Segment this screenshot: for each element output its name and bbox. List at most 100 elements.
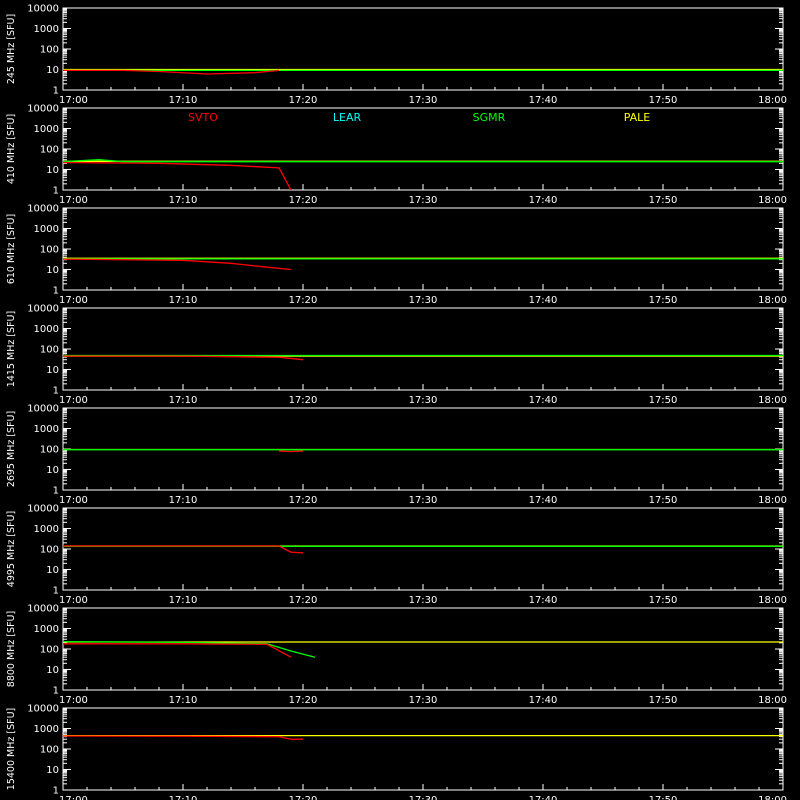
y-tick-label: 1 xyxy=(53,686,59,697)
x-tick-label: 17:00 xyxy=(59,795,88,800)
x-tick-label: 18:00 xyxy=(758,395,787,406)
x-tick-label: 17:50 xyxy=(649,495,678,506)
series-SVTO xyxy=(62,735,303,740)
x-tick-label: 17:00 xyxy=(59,295,88,306)
x-tick-label: 17:30 xyxy=(409,95,438,106)
series-SVTO xyxy=(63,545,304,554)
x-tick-label: 17:40 xyxy=(529,295,558,306)
y-axis-label: 15400 MHz [SFU] xyxy=(6,708,17,790)
x-tick-label: 17:00 xyxy=(59,195,88,206)
y-axis-label: 8800 MHz [SFU] xyxy=(6,611,17,687)
x-tick-label: 17:10 xyxy=(169,95,198,106)
legend-SVTO: SVTO xyxy=(188,111,218,124)
y-tick-label: 1000 xyxy=(34,624,59,635)
y-tick-label: 10 xyxy=(46,165,59,176)
y-tick-label: 10 xyxy=(46,665,59,676)
y-tick-label: 10000 xyxy=(27,704,59,715)
x-tick-label: 17:40 xyxy=(529,595,558,606)
y-tick-label: 10 xyxy=(46,65,59,76)
x-tick-label: 17:30 xyxy=(409,295,438,306)
x-tick-label: 17:50 xyxy=(649,695,678,706)
panel-frame xyxy=(62,707,784,791)
series-SVTO xyxy=(63,643,292,658)
panel-610: 1 10 100 1000 10000 17:00 17:10 17:20 17:30 17:40… xyxy=(6,204,787,307)
y-tick-label: 1 xyxy=(53,286,59,297)
y-tick-label: 10000 xyxy=(27,304,59,315)
x-tick-label: 18:00 xyxy=(758,595,787,606)
x-tick-label: 17:20 xyxy=(289,95,318,106)
series-SVTO xyxy=(62,161,292,191)
y-axis-label: 4995 MHz [SFU] xyxy=(6,511,17,587)
y-tick-label: 10000 xyxy=(27,404,59,415)
x-tick-label: 18:00 xyxy=(758,95,787,106)
x-tick-label: 18:00 xyxy=(758,295,787,306)
series-SGMR xyxy=(62,159,783,163)
panel-frame xyxy=(62,307,784,391)
panel-15400: 1 10 100 1000 10000 17:00 17:10 17:20 17:30 17:40… xyxy=(6,704,787,800)
y-tick-label: 100 xyxy=(40,145,59,156)
y-tick-label: 100 xyxy=(40,245,59,256)
x-tick-label: 17:20 xyxy=(289,795,318,800)
x-tick-label: 17:20 xyxy=(289,195,318,206)
y-tick-label: 10000 xyxy=(27,504,59,515)
x-tick-label: 17:40 xyxy=(529,95,558,106)
y-tick-label: 10000 xyxy=(27,4,59,15)
y-tick-label: 1000 xyxy=(34,724,59,735)
y-tick-label: 1000 xyxy=(34,424,59,435)
y-tick-label: 100 xyxy=(40,745,59,756)
y-axis-label: 1415 MHz [SFU] xyxy=(6,311,17,387)
series-SVTO xyxy=(63,69,280,75)
x-tick-label: 17:40 xyxy=(529,495,558,506)
y-tick-label: 1 xyxy=(53,386,59,397)
y-tick-label: 1000 xyxy=(34,224,59,235)
x-tick-label: 17:00 xyxy=(59,395,88,406)
x-tick-label: 17:40 xyxy=(529,395,558,406)
y-axis-label: 610 MHz [SFU] xyxy=(6,214,17,284)
series-SVTO xyxy=(278,450,304,453)
panel-4995: 1 10 100 1000 10000 17:00 17:10 17:20 17:30 17:40… xyxy=(6,504,787,607)
panel-245: 1 10 100 1000 10000 17:00 17:10 17:20 17:30 17:40… xyxy=(6,4,787,107)
y-tick-label: 1000 xyxy=(34,324,59,335)
x-tick-label: 17:10 xyxy=(169,395,198,406)
x-tick-label: 17:30 xyxy=(409,595,438,606)
y-axis-label: 2695 MHz [SFU] xyxy=(6,411,17,487)
x-tick-label: 17:40 xyxy=(529,795,558,800)
x-tick-label: 17:20 xyxy=(289,595,318,606)
panel-frame xyxy=(62,107,784,191)
y-tick-label: 10 xyxy=(46,765,59,776)
x-tick-label: 17:30 xyxy=(409,795,438,800)
legend-PALE: PALE xyxy=(624,111,651,124)
y-tick-label: 10000 xyxy=(27,104,59,115)
x-tick-label: 18:00 xyxy=(758,695,787,706)
legend-LEAR: LEAR xyxy=(333,111,362,124)
x-tick-label: 17:20 xyxy=(289,495,318,506)
y-tick-label: 100 xyxy=(40,545,59,556)
x-tick-label: 17:20 xyxy=(289,695,318,706)
x-tick-label: 18:00 xyxy=(758,795,787,800)
y-tick-label: 1 xyxy=(53,186,59,197)
x-tick-label: 18:00 xyxy=(758,495,787,506)
panel-frame xyxy=(62,207,784,291)
x-tick-label: 17:40 xyxy=(529,695,558,706)
y-tick-label: 1000 xyxy=(34,524,59,535)
y-axis-label: 245 MHz [SFU] xyxy=(6,14,17,84)
x-tick-label: 17:30 xyxy=(409,395,438,406)
panel-frame xyxy=(62,507,784,591)
y-tick-label: 1 xyxy=(53,86,59,97)
y-tick-label: 10 xyxy=(46,265,59,276)
y-tick-label: 10 xyxy=(46,365,59,376)
legend-SGMR: SGMR xyxy=(473,111,506,124)
x-tick-label: 17:10 xyxy=(169,295,198,306)
panel-frame xyxy=(62,7,784,91)
y-tick-label: 1000 xyxy=(34,24,59,35)
y-axis-label: 410 MHz [SFU] xyxy=(6,114,17,184)
series-SVTO xyxy=(63,355,304,361)
x-tick-label: 18:00 xyxy=(758,195,787,206)
x-tick-label: 17:10 xyxy=(169,595,198,606)
y-tick-label: 10 xyxy=(46,565,59,576)
y-tick-label: 100 xyxy=(40,345,59,356)
series-SVTO xyxy=(62,258,292,271)
y-tick-label: 10000 xyxy=(27,204,59,215)
y-tick-label: 1 xyxy=(53,586,59,597)
y-tick-label: 100 xyxy=(40,645,59,656)
